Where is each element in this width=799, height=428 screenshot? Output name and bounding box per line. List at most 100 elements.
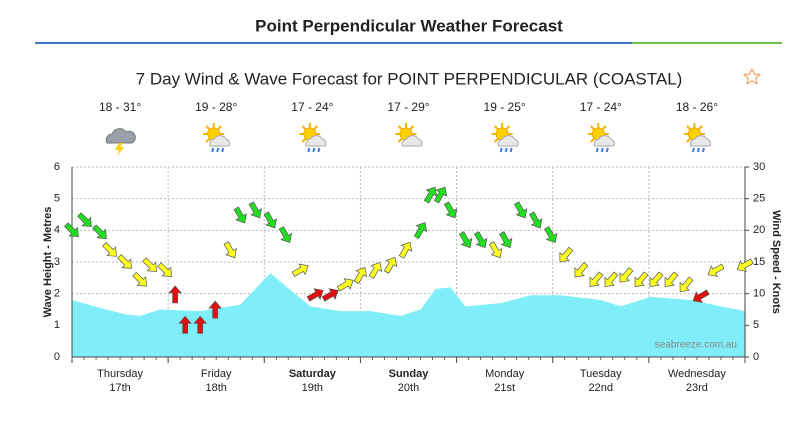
wind-arrow: [514, 201, 528, 219]
wind-arrow: [574, 262, 589, 278]
day-name: Sunday: [389, 368, 430, 380]
day-name: Thursday: [97, 368, 143, 380]
weather-icon: [394, 122, 424, 147]
wind-arrow: [321, 288, 339, 302]
y2-tick-label: 10: [753, 288, 765, 300]
wind-arrow: [263, 211, 277, 229]
wind-arrow: [604, 271, 619, 288]
y-tick-label: 0: [54, 351, 60, 363]
wind-arrow: [736, 258, 754, 272]
day-temp: 18 - 31°: [99, 100, 141, 114]
wind-arrow: [132, 271, 147, 287]
wind-arrow: [398, 241, 413, 259]
wind-arrow: [634, 271, 649, 288]
header-rule: [35, 42, 632, 44]
y-tick-label: 3: [54, 256, 60, 268]
y-tick-label: 4: [54, 224, 60, 236]
wind-arrow: [679, 276, 694, 293]
page-title: Point Perpendicular Weather Forecast: [255, 16, 563, 35]
day-name: Saturday: [289, 368, 337, 380]
wind-arrow: [529, 211, 543, 229]
wind-arrow: [589, 271, 604, 288]
wind-arrow: [559, 246, 574, 263]
wind-arrow: [168, 285, 182, 304]
weather-icon: [202, 122, 231, 153]
wind-arrow: [64, 222, 79, 238]
wind-arrow: [383, 256, 398, 274]
day-date: 20th: [398, 382, 419, 394]
header-rule: [632, 42, 782, 44]
wind-arrow: [413, 222, 428, 239]
wind-arrow: [223, 241, 237, 259]
day-name: Wednesday: [668, 368, 726, 380]
wind-arrow: [178, 315, 192, 334]
wind-arrow: [142, 257, 157, 272]
wind-arrow: [488, 241, 503, 259]
wind-arrow: [92, 224, 107, 239]
day-temp: 17 - 24°: [291, 100, 333, 114]
day-date: 23rd: [686, 382, 708, 394]
wind-arrow: [306, 288, 324, 302]
wind-arrow: [248, 201, 262, 219]
wind-arrow: [433, 186, 448, 204]
day-temp: 19 - 28°: [195, 100, 237, 114]
wind-arrow: [278, 226, 292, 244]
day-date: 17th: [109, 382, 130, 394]
wind-arrow: [544, 226, 558, 244]
y2-axis-label: Wind Speed - Knots: [770, 210, 782, 314]
weather-icon: [105, 128, 136, 157]
y-tick-label: 2: [54, 288, 60, 300]
day-temp: 18 - 26°: [676, 100, 718, 114]
y2-tick-label: 30: [753, 161, 765, 173]
wind-arrow: [157, 262, 172, 277]
wind-arrow: [473, 231, 488, 249]
y-tick-label: 6: [54, 161, 60, 173]
wind-arrow: [353, 267, 368, 284]
wind-arrow: [499, 231, 513, 249]
chart-title: 7 Day Wind & Wave Forecast for POINT PER…: [136, 69, 683, 88]
weather-icon: [490, 122, 520, 153]
wind-arrow: [649, 271, 664, 288]
day-name: Monday: [485, 368, 525, 380]
y2-tick-label: 0: [753, 351, 759, 363]
day-temp: 17 - 29°: [387, 100, 429, 114]
wind-arrow: [692, 289, 710, 303]
wave-area: [72, 273, 745, 357]
y-tick-label: 1: [54, 319, 60, 331]
wind-arrow: [77, 212, 92, 227]
wind-arrow: [336, 278, 354, 292]
favorite-star[interactable]: [742, 67, 762, 85]
y2-tick-label: 5: [753, 319, 759, 331]
wind-arrow: [664, 271, 679, 288]
day-date: 22nd: [589, 382, 613, 394]
wind-arrow: [208, 300, 222, 319]
wind-arrow: [707, 263, 725, 277]
wind-arrow: [368, 261, 383, 279]
wind-arrow: [193, 315, 207, 334]
wind-arrow: [423, 186, 438, 204]
weather-icon: [298, 122, 327, 153]
watermark: seabreeze.com.au: [655, 340, 737, 351]
day-date: 21st: [494, 382, 515, 394]
wind-arrow: [233, 206, 247, 224]
wind-arrow: [291, 263, 309, 277]
day-temp: 19 - 25°: [484, 100, 526, 114]
wind-arrow: [458, 231, 473, 249]
y-axis-label: Wave Height - Metres: [42, 207, 54, 318]
wind-arrow: [619, 267, 634, 283]
weather-icon: [682, 122, 712, 153]
day-temp: 17 - 24°: [580, 100, 622, 114]
wind-arrow: [102, 242, 117, 257]
day-date: 19th: [302, 382, 323, 394]
day-name: Tuesday: [580, 368, 622, 380]
wind-arrow: [443, 201, 458, 219]
y2-tick-label: 20: [753, 224, 765, 236]
y2-tick-label: 25: [753, 193, 765, 205]
weather-icon: [586, 122, 616, 153]
wind-arrow: [117, 254, 132, 269]
y-tick-label: 5: [54, 193, 60, 205]
day-name: Friday: [201, 368, 232, 380]
day-date: 18th: [206, 382, 227, 394]
y2-tick-label: 15: [753, 256, 765, 268]
